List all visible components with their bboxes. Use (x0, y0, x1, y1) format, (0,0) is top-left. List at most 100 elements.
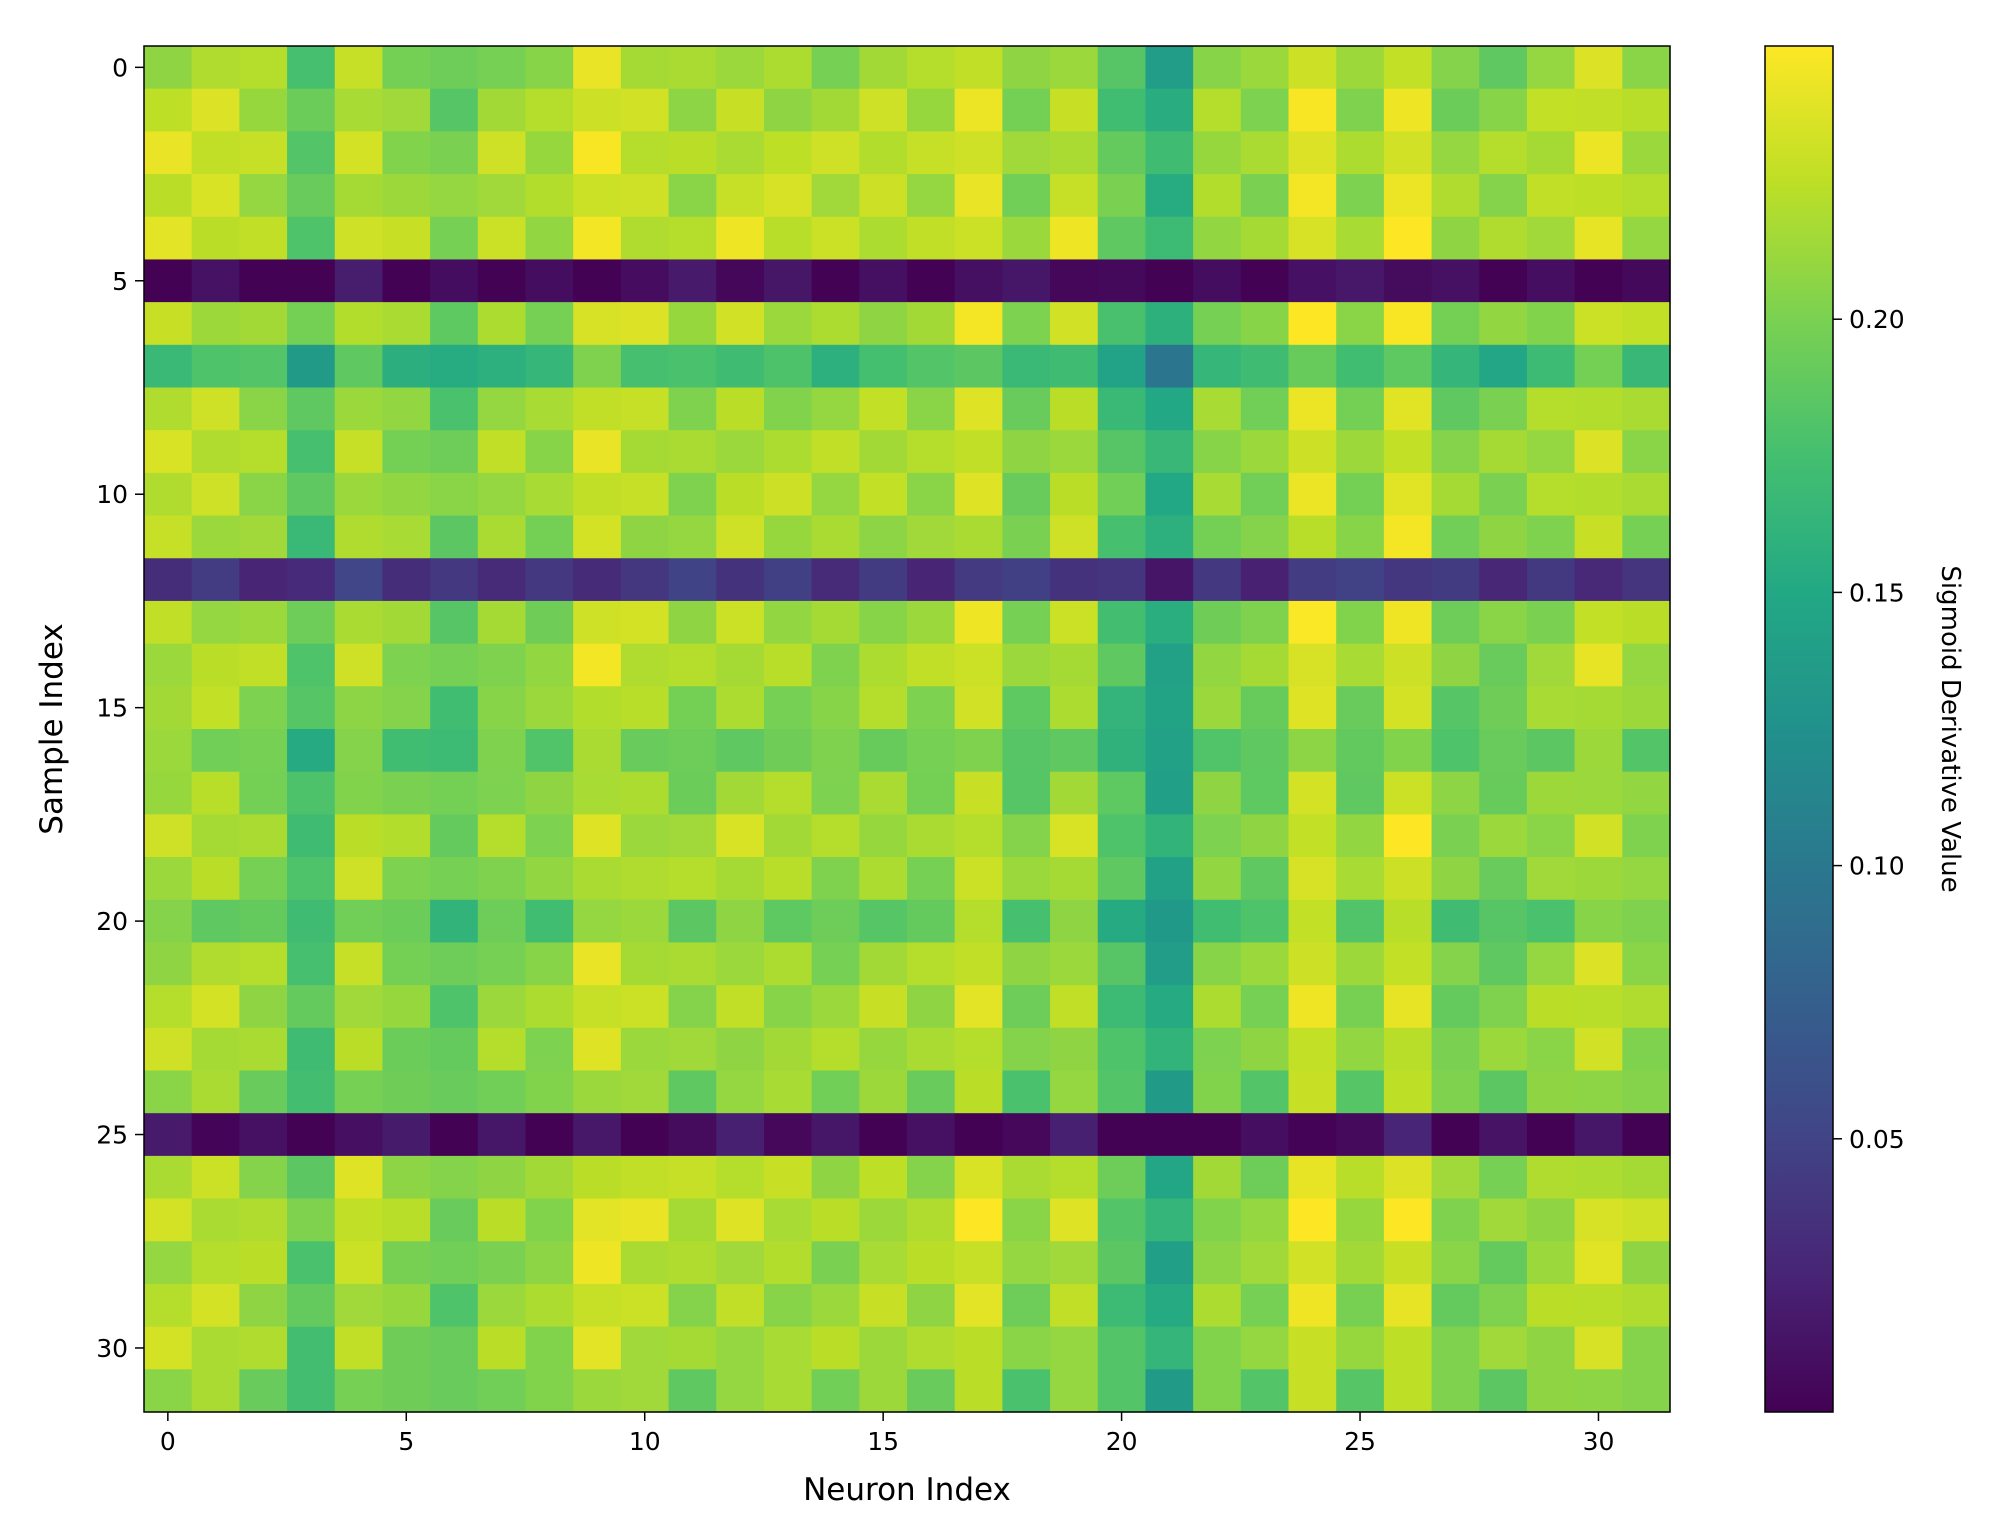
heatmap-cell (954, 344, 1003, 389)
heatmap-cell (144, 259, 193, 303)
heatmap-cell (763, 771, 813, 815)
heatmap-cell (859, 985, 908, 1029)
heatmap-cell (1431, 46, 1480, 90)
heatmap-cell (239, 1070, 288, 1114)
heatmap-cell (1383, 259, 1433, 303)
heatmap-cell (811, 600, 860, 645)
heatmap-cell (382, 899, 431, 944)
heatmap-cell (1526, 558, 1576, 602)
heatmap-cell (859, 216, 908, 261)
heatmap-cell (191, 1070, 240, 1114)
heatmap-cell (430, 1070, 479, 1114)
heatmap-cell (1240, 1198, 1290, 1242)
heatmap-cell (811, 1241, 860, 1285)
heatmap-cell (620, 131, 670, 175)
heatmap-cell (1336, 985, 1385, 1029)
heatmap-cell (716, 430, 765, 474)
heatmap-cell (620, 472, 670, 517)
heatmap-cell (1002, 1113, 1051, 1157)
heatmap-cell (334, 729, 384, 773)
x-tick-label: 0 (160, 1427, 176, 1456)
heatmap-cell (1622, 686, 1671, 730)
heatmap-cell (859, 942, 908, 986)
heatmap-cell (668, 1070, 717, 1114)
heatmap-cell (716, 814, 765, 858)
heatmap-cell (382, 1198, 431, 1242)
heatmap-cell (1240, 259, 1290, 303)
heatmap-cell (287, 131, 336, 175)
heatmap-cell (668, 131, 717, 175)
heatmap-cell (1526, 174, 1576, 218)
heatmap-cell (763, 729, 813, 773)
heatmap-cell (1002, 1326, 1051, 1370)
heatmap-cell (573, 88, 622, 132)
heatmap-cell (620, 46, 670, 90)
heatmap-cell (191, 857, 240, 901)
heatmap-cell (1288, 686, 1337, 730)
heatmap-cell (525, 771, 574, 815)
heatmap-cell (1431, 558, 1480, 602)
heatmap-cell (1383, 985, 1433, 1029)
heatmap-cell (1050, 259, 1099, 303)
heatmap-cell (1383, 1027, 1433, 1072)
heatmap-cell (144, 814, 193, 858)
heatmap-cell (1336, 1070, 1385, 1114)
heatmap-cell (811, 46, 860, 90)
heatmap-cell (430, 216, 479, 261)
heatmap-cell (1526, 88, 1576, 132)
heatmap-cell (1526, 216, 1576, 261)
heatmap-cell (716, 1155, 765, 1200)
heatmap-cell (811, 1027, 860, 1072)
heatmap-cell (620, 942, 670, 986)
heatmap-cell (620, 1070, 670, 1114)
heatmap-cell (1431, 1326, 1480, 1370)
heatmap-cell (1050, 857, 1099, 901)
heatmap-cell (859, 558, 908, 602)
heatmap-cell (382, 643, 431, 687)
heatmap-cell (144, 1027, 193, 1072)
heatmap-cell (573, 131, 622, 175)
heatmap-cell (859, 600, 908, 645)
heatmap-cell (907, 729, 956, 773)
heatmap-cell (1145, 46, 1194, 90)
heatmap-cell (1336, 1283, 1385, 1328)
heatmap-cell (859, 174, 908, 218)
heatmap-cell (430, 985, 479, 1029)
heatmap-cell (763, 131, 813, 175)
heatmap-cell (907, 174, 956, 218)
heatmap-cell (1431, 600, 1480, 645)
heatmap-cell (1574, 1326, 1623, 1370)
heatmap-cell (1622, 643, 1671, 687)
heatmap-cell (620, 857, 670, 901)
heatmap-cell (1479, 942, 1528, 986)
heatmap-cell (430, 1198, 479, 1242)
heatmap-cell (1431, 686, 1480, 730)
heatmap-cell (1145, 174, 1194, 218)
heatmap-cell (334, 814, 384, 858)
heatmap-cell (573, 857, 622, 901)
heatmap-cell (525, 1198, 574, 1242)
heatmap-cell (1526, 46, 1576, 90)
heatmap-cell (1336, 216, 1385, 261)
heatmap-cell (239, 1155, 288, 1200)
heatmap-cell (525, 131, 574, 175)
heatmap-cell (1574, 1283, 1623, 1328)
heatmap-cell (1288, 1369, 1337, 1413)
heatmap-cell (1479, 131, 1528, 175)
heatmap-cell (525, 600, 574, 645)
heatmap-cell (859, 515, 908, 559)
heatmap-cell (239, 174, 288, 218)
heatmap-cell (954, 814, 1003, 858)
heatmap-cell (1288, 1070, 1337, 1114)
heatmap-cell (287, 1241, 336, 1285)
heatmap-cell (716, 88, 765, 132)
heatmap-cell (477, 686, 527, 730)
y-axis-label: Sample Index (34, 623, 70, 834)
heatmap-cell (1383, 643, 1433, 687)
heatmap-cell (144, 1070, 193, 1114)
heatmap-cell (1574, 857, 1623, 901)
heatmap-cell (907, 643, 956, 687)
heatmap-cell (1622, 515, 1671, 559)
heatmap-cell (1050, 344, 1099, 389)
heatmap-cell (1431, 216, 1480, 261)
